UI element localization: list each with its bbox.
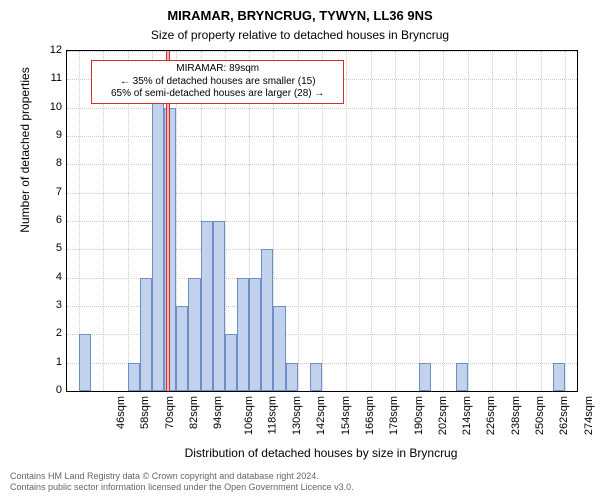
x-tick-label: 82sqm — [188, 396, 200, 429]
x-tick-label: 94sqm — [212, 396, 224, 429]
gridline-v — [565, 51, 566, 391]
x-tick-label: 166sqm — [364, 396, 376, 435]
x-tick-label: 238sqm — [510, 396, 522, 435]
histogram-bar — [79, 334, 91, 391]
annotation-line: 65% of semi-detached houses are larger (… — [96, 88, 339, 101]
y-tick-label: 1 — [38, 356, 62, 368]
x-tick-label: 154sqm — [340, 396, 352, 435]
x-tick-label: 46sqm — [115, 396, 127, 429]
footer-line-2: Contains public sector information licen… — [10, 482, 354, 494]
histogram-bar — [261, 249, 273, 391]
x-tick-label: 250sqm — [534, 396, 546, 435]
y-tick-label: 3 — [38, 299, 62, 311]
footer-line-1: Contains HM Land Registry data © Crown c… — [10, 471, 354, 483]
x-tick-label: 226sqm — [486, 396, 498, 435]
histogram-bar — [140, 278, 152, 391]
annotation-line: MIRAMAR: 89sqm — [96, 63, 339, 76]
y-tick-label: 10 — [38, 101, 62, 113]
gridline-v — [371, 51, 372, 391]
x-tick-label: 178sqm — [388, 396, 400, 435]
histogram-bar — [152, 79, 164, 391]
gridline-v — [492, 51, 493, 391]
histogram-bar — [456, 363, 468, 391]
histogram-bar — [201, 221, 213, 391]
gridline-v — [419, 51, 420, 391]
y-tick-label: 5 — [38, 242, 62, 254]
x-tick-label: 190sqm — [413, 396, 425, 435]
x-tick-label: 262sqm — [558, 396, 570, 435]
annotation-box: MIRAMAR: 89sqm← 35% of detached houses a… — [91, 60, 344, 104]
histogram-bar — [286, 363, 298, 391]
histogram-bar — [419, 363, 431, 391]
histogram-bar — [225, 334, 237, 391]
x-tick-label: 106sqm — [243, 396, 255, 435]
y-tick-label: 0 — [38, 384, 62, 396]
gridline-v — [395, 51, 396, 391]
annotation-line: ← 35% of detached houses are smaller (15… — [96, 76, 339, 89]
histogram-bar — [213, 221, 225, 391]
gridline-v — [443, 51, 444, 391]
histogram-bar — [176, 306, 188, 391]
x-tick-label: 130sqm — [291, 396, 303, 435]
y-axis-label: Number of detached properties — [18, 0, 32, 320]
histogram-bar — [128, 363, 140, 391]
gridline-v — [346, 51, 347, 391]
y-tick-label: 8 — [38, 157, 62, 169]
y-tick-label: 11 — [38, 72, 62, 84]
y-tick-label: 6 — [38, 214, 62, 226]
x-tick-label: 142sqm — [316, 396, 328, 435]
gridline-v — [516, 51, 517, 391]
y-tick-label: 12 — [38, 44, 62, 56]
histogram-bar — [237, 278, 249, 391]
footer-attribution: Contains HM Land Registry data © Crown c… — [10, 471, 354, 494]
chart-subtitle: Size of property relative to detached ho… — [0, 28, 600, 42]
y-tick-label: 4 — [38, 271, 62, 283]
x-axis-label: Distribution of detached houses by size … — [66, 446, 576, 460]
y-tick-label: 9 — [38, 129, 62, 141]
histogram-bar — [273, 306, 285, 391]
x-tick-label: 274sqm — [583, 396, 595, 435]
y-tick-label: 2 — [38, 327, 62, 339]
x-tick-label: 70sqm — [164, 396, 176, 429]
gridline-v — [468, 51, 469, 391]
histogram-bar — [249, 278, 261, 391]
x-tick-label: 58sqm — [139, 396, 151, 429]
histogram-bar — [188, 278, 200, 391]
plot-area: MIRAMAR: 89sqm← 35% of detached houses a… — [66, 50, 578, 392]
y-tick-label: 7 — [38, 186, 62, 198]
x-tick-label: 118sqm — [266, 396, 278, 434]
histogram-bar — [310, 363, 322, 391]
x-tick-label: 202sqm — [437, 396, 449, 435]
chart-title: MIRAMAR, BRYNCRUG, TYWYN, LL36 9NS — [0, 8, 600, 23]
gridline-v — [541, 51, 542, 391]
x-tick-label: 214sqm — [461, 396, 473, 435]
histogram-bar — [553, 363, 565, 391]
